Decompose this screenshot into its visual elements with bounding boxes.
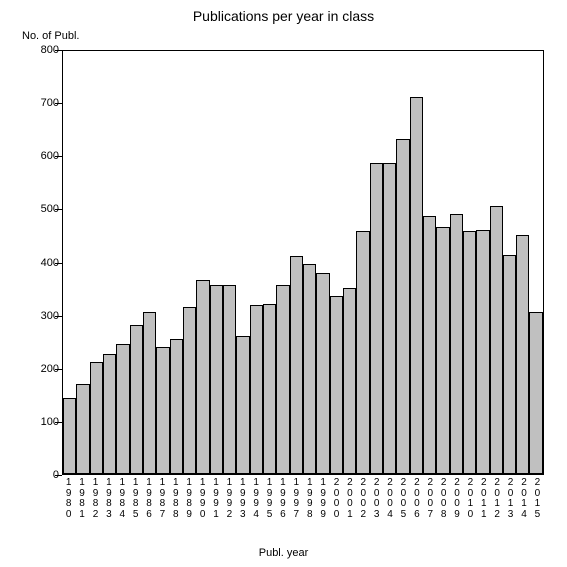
- bar: [196, 280, 209, 474]
- x-tick-label: 2014: [517, 478, 530, 520]
- y-tick-mark: [55, 369, 62, 370]
- x-tick-label: 1990: [196, 478, 209, 520]
- y-tick-mark: [55, 263, 62, 264]
- x-tick-label: 1991: [209, 478, 222, 520]
- bar: [290, 256, 303, 474]
- bar: [130, 325, 143, 474]
- x-tick-label: 1984: [116, 478, 129, 520]
- bar: [303, 264, 316, 474]
- bar: [250, 305, 263, 474]
- x-tick-label: 1983: [102, 478, 115, 520]
- plot-area: [62, 50, 544, 475]
- bar: [490, 206, 503, 474]
- y-tick-mark: [55, 316, 62, 317]
- x-tick-label: 1981: [75, 478, 88, 520]
- y-tick-mark: [55, 156, 62, 157]
- bar: [370, 163, 383, 474]
- x-tick-label: 1997: [290, 478, 303, 520]
- x-tick-label: 1989: [183, 478, 196, 520]
- x-tick-label: 1998: [303, 478, 316, 520]
- x-tick-label: 1987: [156, 478, 169, 520]
- bar: [529, 312, 542, 474]
- bar: [343, 288, 356, 474]
- bar: [103, 354, 116, 474]
- x-tick-label: 2000: [330, 478, 343, 520]
- x-tick-label: 2007: [424, 478, 437, 520]
- bar: [330, 296, 343, 474]
- bar: [76, 384, 89, 474]
- bar: [63, 398, 76, 474]
- bar: [276, 285, 289, 474]
- x-tick-label: 1994: [249, 478, 262, 520]
- x-tick-label: 1995: [263, 478, 276, 520]
- bar: [316, 273, 329, 474]
- bar: [383, 163, 396, 474]
- bar: [210, 285, 223, 474]
- x-tick-label: 1996: [276, 478, 289, 520]
- x-tick-label: 1986: [142, 478, 155, 520]
- y-tick-mark: [55, 475, 62, 476]
- x-tick-label: 1982: [89, 478, 102, 520]
- x-tick-label: 2011: [477, 478, 490, 520]
- x-tick-label: 2002: [357, 478, 370, 520]
- x-tick-label: 1980: [62, 478, 75, 520]
- y-tick-mark: [55, 422, 62, 423]
- y-tick-mark: [55, 103, 62, 104]
- y-tick-mark: [55, 209, 62, 210]
- x-axis-label: Publ. year: [0, 547, 567, 559]
- bar: [223, 285, 236, 474]
- bar: [156, 347, 169, 475]
- bar: [476, 230, 489, 474]
- bar: [516, 235, 529, 474]
- bar: [116, 344, 129, 474]
- bar: [236, 336, 249, 474]
- bar: [143, 312, 156, 474]
- x-tick-label: 1993: [236, 478, 249, 520]
- x-tick-label: 2005: [397, 478, 410, 520]
- bar: [170, 339, 183, 474]
- x-ticks: 1980198119821983198419851986198719881989…: [62, 478, 544, 520]
- x-tick-label: 2013: [504, 478, 517, 520]
- bar: [183, 307, 196, 474]
- y-tick-mark: [55, 50, 62, 51]
- bar: [396, 139, 409, 474]
- bar: [410, 97, 423, 474]
- bars-container: [63, 51, 543, 474]
- x-tick-label: 2001: [343, 478, 356, 520]
- bar: [263, 304, 276, 474]
- x-tick-label: 2004: [383, 478, 396, 520]
- x-tick-label: 1988: [169, 478, 182, 520]
- x-tick-label: 2006: [410, 478, 423, 520]
- bar: [356, 231, 369, 474]
- x-tick-label: 2008: [437, 478, 450, 520]
- chart-root: Publications per year in class No. of Pu…: [0, 0, 567, 567]
- bar: [423, 216, 436, 474]
- bar: [90, 362, 103, 474]
- x-tick-label: 1985: [129, 478, 142, 520]
- x-tick-label: 1999: [316, 478, 329, 520]
- bar: [436, 227, 449, 474]
- x-tick-label: 2010: [464, 478, 477, 520]
- y-axis-label: No. of Publ.: [22, 30, 79, 42]
- x-tick-label: 2003: [370, 478, 383, 520]
- x-tick-label: 2009: [450, 478, 463, 520]
- bar: [463, 231, 476, 474]
- x-tick-label: 1992: [223, 478, 236, 520]
- bar: [503, 255, 516, 474]
- chart-title: Publications per year in class: [0, 8, 567, 24]
- x-tick-label: 2012: [491, 478, 504, 520]
- bar: [450, 214, 463, 474]
- x-tick-label: 2015: [531, 478, 544, 520]
